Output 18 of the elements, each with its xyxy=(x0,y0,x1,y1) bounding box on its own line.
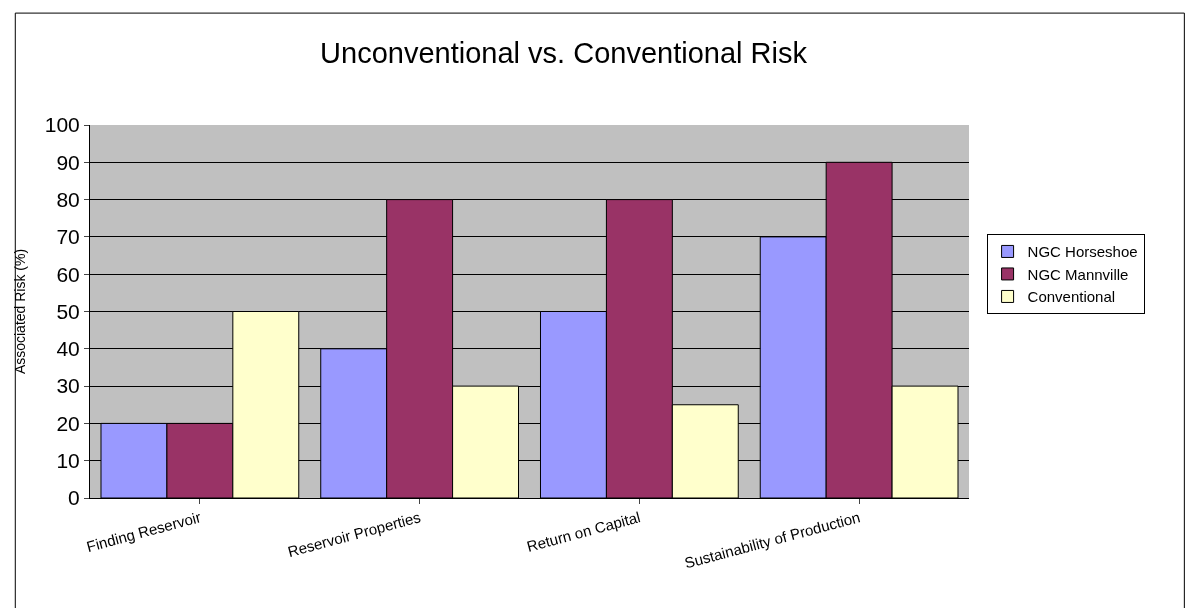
chart-title: Unconventional vs. Conventional Risk xyxy=(320,36,808,69)
x-tick-label: Return on Capital xyxy=(524,508,643,555)
y-tick-label: 90 xyxy=(56,150,80,174)
y-tick-label: 10 xyxy=(56,449,80,473)
y-tick-label: 60 xyxy=(56,262,80,286)
legend-label: Conventional xyxy=(1027,288,1116,306)
y-axis-title: Associated Risk (%) xyxy=(12,248,29,375)
x-tick-label: Finding Reservoir xyxy=(84,508,203,556)
y-tick-label: 50 xyxy=(56,299,80,323)
legend-label: NGC Horseshoe xyxy=(1027,243,1138,261)
y-tick-label: 0 xyxy=(68,486,80,510)
y-tick-label: 70 xyxy=(56,225,80,249)
y-tick-label: 30 xyxy=(56,374,80,398)
y-tick-label: 80 xyxy=(56,187,80,211)
y-tick-label: 20 xyxy=(56,411,80,435)
y-tick-label: 100 xyxy=(44,113,80,137)
legend-label: NGC Mannville xyxy=(1027,265,1129,283)
y-tick-label: 40 xyxy=(56,337,80,361)
